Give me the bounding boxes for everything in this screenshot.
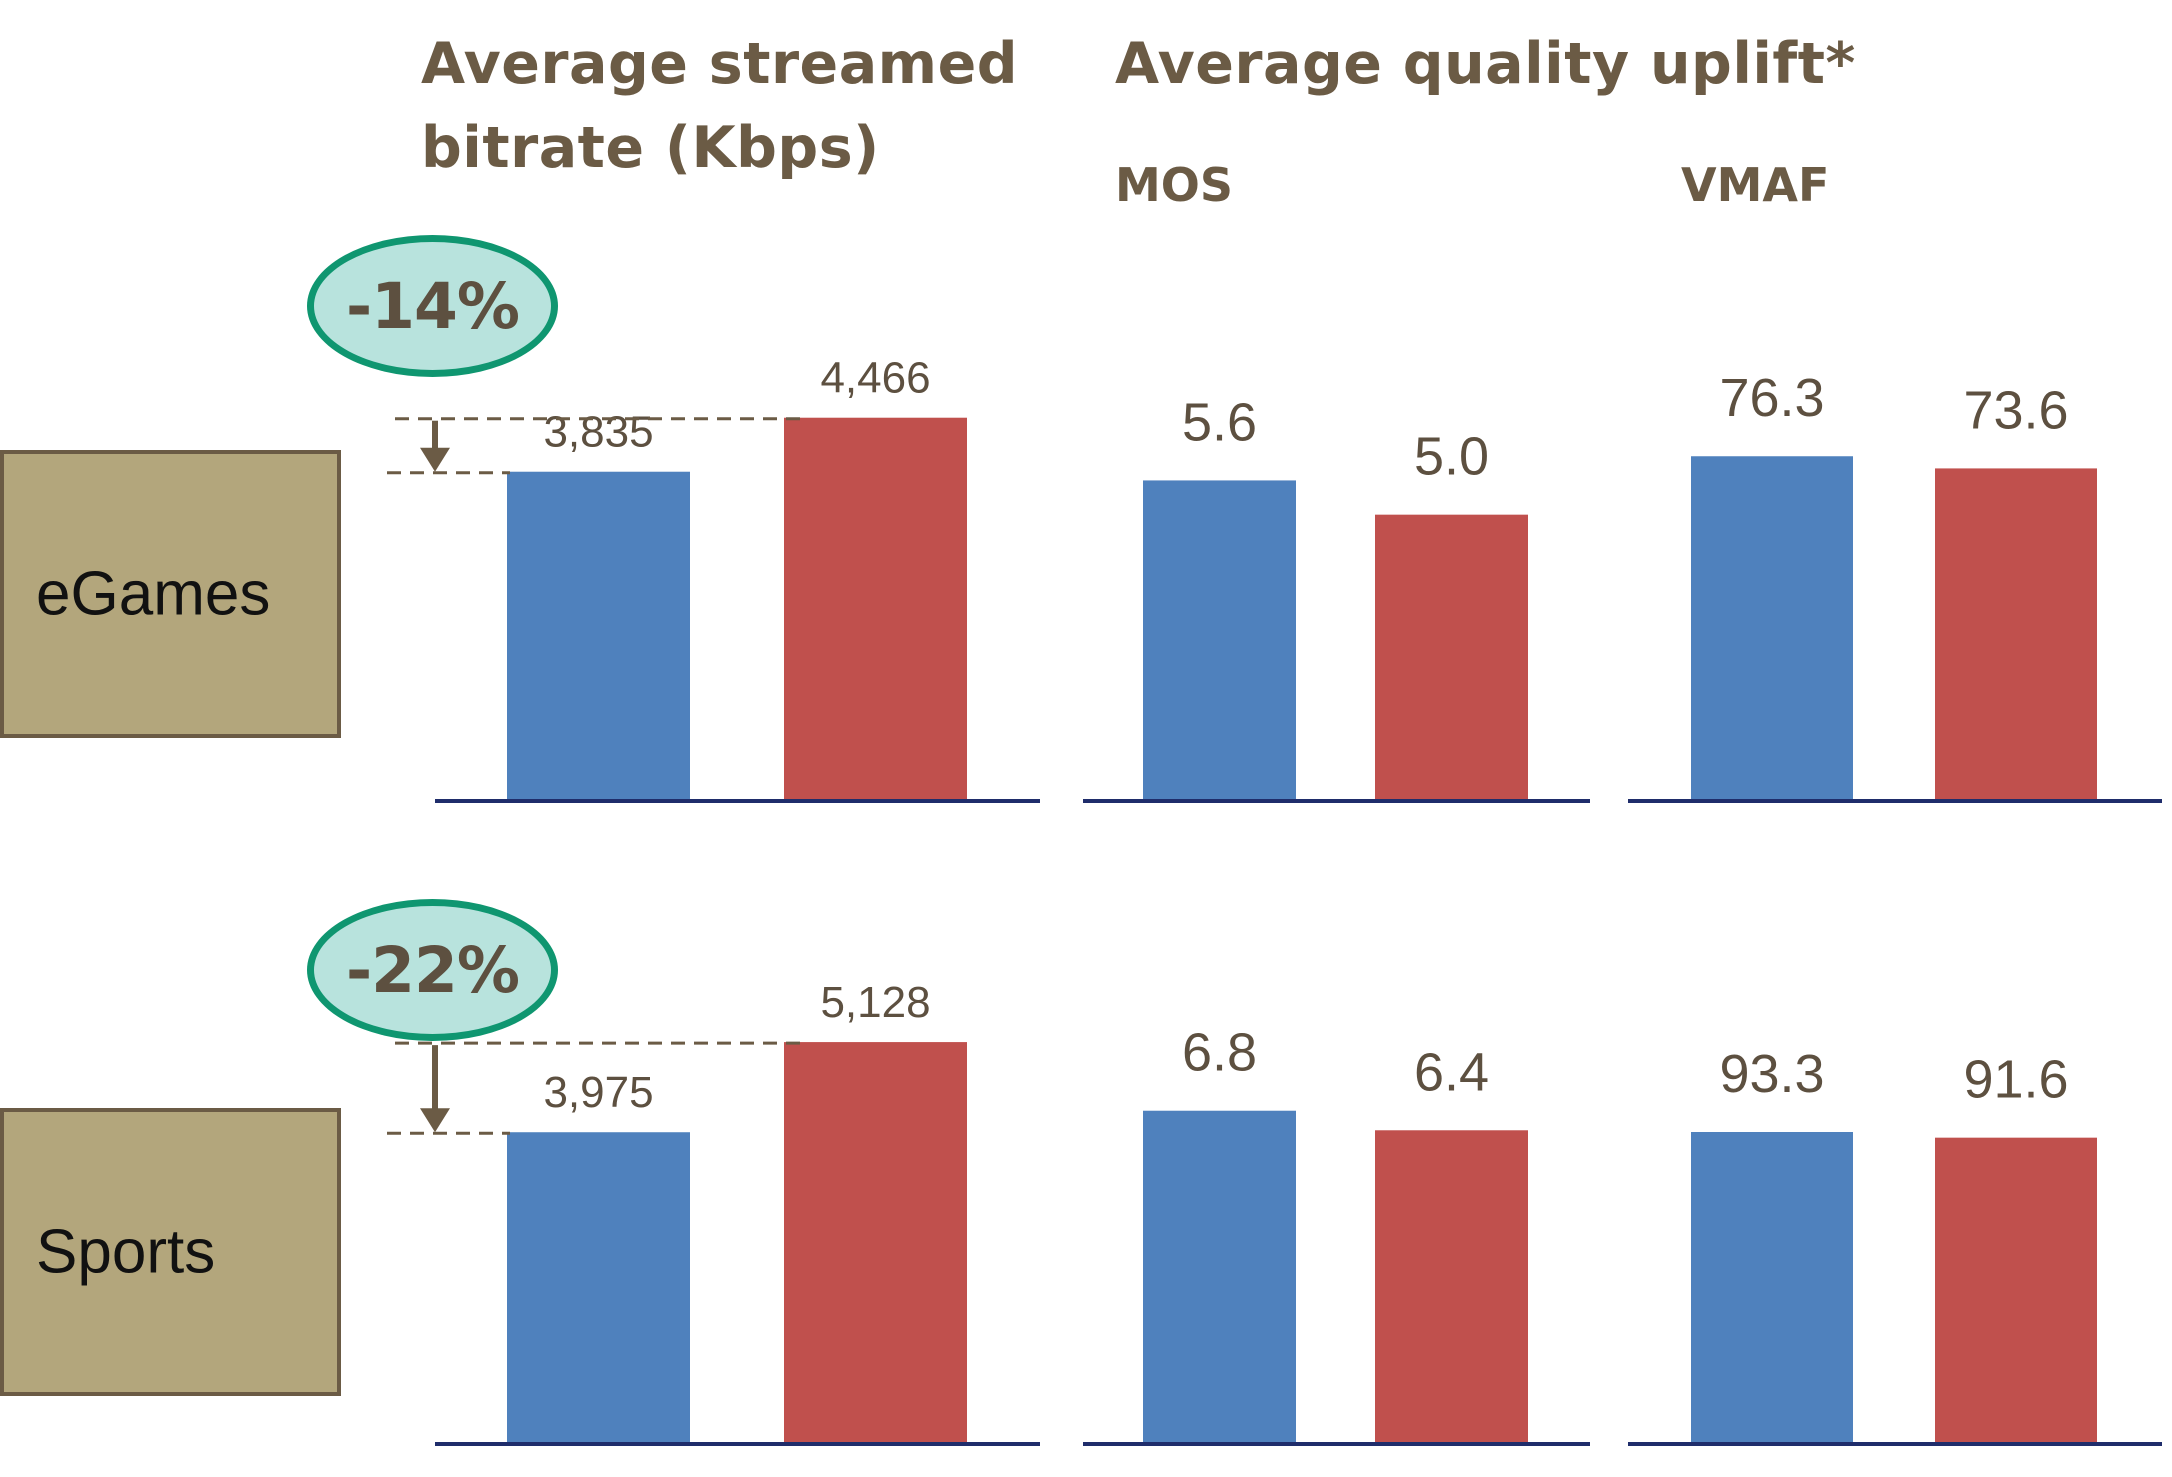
- sports-vmaf-value-label-2: 91.6: [1963, 1050, 2068, 1110]
- egames-bitrate-value-label-2: 4,466: [820, 354, 930, 403]
- bitrate-header: Average streamed bitrate (Kbps): [421, 22, 1018, 190]
- egames-vmaf-value-label-2: 73.6: [1963, 380, 2068, 440]
- sports-mos-bar-2: [1375, 1130, 1528, 1443]
- sports-vmaf-bar-1: [1691, 1132, 1853, 1443]
- egames-bitrate-bar-1: [507, 471, 690, 800]
- egames-bitrate-value-label-1: 3,835: [543, 408, 653, 457]
- egames-vmaf-value-label-1: 76.3: [1719, 368, 1824, 428]
- egames-mos-bar-1: [1143, 480, 1296, 800]
- reduction-badge-egames: -14%: [307, 235, 558, 377]
- reduction-badge-egames-text: -14%: [346, 269, 520, 343]
- egames-vmaf-bar-2: [1935, 468, 2097, 800]
- category-label-egames: eGames: [36, 559, 271, 629]
- category-label-sports: Sports: [36, 1217, 216, 1287]
- vmaf-header: VMAF: [1681, 158, 1830, 212]
- arrow-down-icon: [420, 1108, 450, 1133]
- reduction-badge-sports-text: -22%: [346, 933, 520, 1007]
- sports-vmaf-value-label-1: 93.3: [1719, 1044, 1824, 1104]
- mos-header: MOS: [1115, 158, 1234, 212]
- egames-vmaf-bar-1: [1691, 456, 1853, 800]
- sports-bitrate-bar-1: [507, 1132, 690, 1443]
- egames-mos-value-label-1: 5.6: [1182, 392, 1257, 452]
- sports-vmaf-bar-2: [1935, 1137, 2097, 1443]
- sports-bitrate-value-label-2: 5,128: [820, 978, 930, 1027]
- arrow-down-icon: [420, 447, 450, 472]
- bitrate-header-line1: Average streamed: [421, 31, 1019, 97]
- sports-mos-value-label-2: 6.4: [1414, 1042, 1489, 1102]
- reduction-badge-sports: -22%: [307, 899, 558, 1041]
- category-box-sports: Sports: [0, 1108, 341, 1396]
- sports-mos-value-label-1: 6.8: [1182, 1023, 1257, 1083]
- sports-bitrate-bar-2: [784, 1042, 967, 1443]
- egames-bitrate-bar-2: [784, 417, 967, 800]
- egames-mos-bar-2: [1375, 514, 1528, 800]
- bitrate-header-line2: bitrate (Kbps): [421, 115, 880, 181]
- category-box-egames: eGames: [0, 450, 341, 738]
- egames-mos-value-label-2: 5.0: [1414, 427, 1489, 487]
- sports-bitrate-value-label-1: 3,975: [543, 1068, 653, 1117]
- sports-mos-bar-1: [1143, 1110, 1296, 1443]
- quality-header: Average quality uplift*: [1115, 31, 1856, 97]
